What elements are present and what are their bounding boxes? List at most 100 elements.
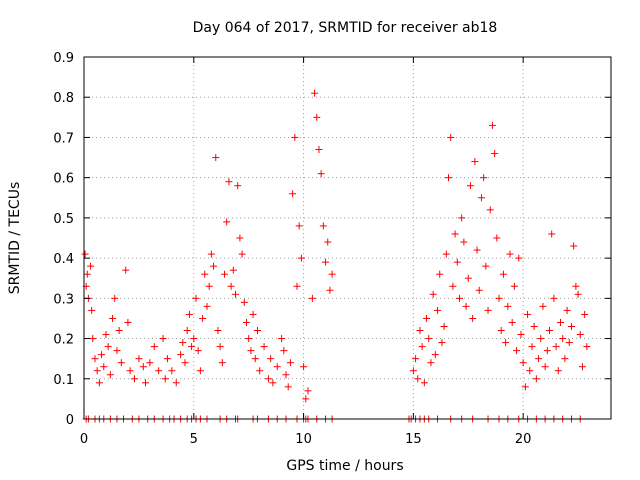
data-point (172, 379, 180, 387)
data-point (280, 347, 288, 355)
data-point (519, 359, 527, 367)
y-axis-label: SRMTID / TECUs (7, 182, 23, 295)
data-point (322, 258, 330, 266)
data-point (282, 371, 290, 379)
data-point (436, 270, 444, 278)
data-point (455, 294, 463, 302)
data-point (510, 282, 518, 290)
data-point (141, 379, 149, 387)
data-point (451, 230, 459, 238)
chart-title: Day 064 of 2017, SRMTID for receiver ab1… (193, 20, 498, 36)
data-point (440, 322, 448, 330)
data-point (319, 222, 327, 230)
data-point (475, 286, 483, 294)
data-point (163, 355, 171, 363)
data-point (183, 327, 191, 335)
data-point (264, 375, 272, 383)
data-point (201, 270, 209, 278)
data-point (221, 270, 229, 278)
data-point (111, 294, 119, 302)
data-point (581, 310, 589, 318)
data-point (203, 302, 211, 310)
data-point (83, 270, 91, 278)
data-point (576, 331, 584, 339)
data-point (131, 375, 139, 383)
data-point (102, 331, 110, 339)
data-point (242, 318, 250, 326)
data-point (497, 327, 505, 335)
data-point (482, 262, 490, 270)
data-point (570, 242, 578, 250)
data-point (236, 234, 244, 242)
data-point (109, 314, 117, 322)
data-point (225, 178, 233, 186)
x-axis-label: GPS time / hours (286, 458, 403, 474)
data-point (491, 150, 499, 158)
data-point (308, 294, 316, 302)
data-point (304, 387, 312, 395)
data-point (302, 395, 310, 403)
data-point (524, 310, 532, 318)
x-tick-label: 20 (515, 432, 532, 447)
data-point (159, 335, 167, 343)
data-point (98, 351, 106, 359)
data-point (95, 379, 103, 387)
data-point (574, 290, 582, 298)
data-point (537, 335, 545, 343)
data-point (414, 375, 422, 383)
data-point (238, 250, 246, 258)
data-point (256, 367, 264, 375)
data-point (205, 282, 213, 290)
data-point (286, 359, 294, 367)
y-tick-label: 0.1 (53, 373, 74, 388)
data-point (188, 343, 196, 351)
data-point (185, 310, 193, 318)
data-point (471, 158, 479, 166)
data-point (526, 367, 534, 375)
data-point (429, 290, 437, 298)
data-point (427, 359, 435, 367)
data-point (539, 302, 547, 310)
data-point (412, 355, 420, 363)
data-point (442, 250, 450, 258)
grid (84, 57, 611, 419)
data-point (146, 359, 154, 367)
data-point (460, 238, 468, 246)
data-point (434, 306, 442, 314)
data-point (190, 335, 198, 343)
data-point (535, 355, 543, 363)
data-point (88, 306, 96, 314)
data-point (122, 266, 130, 274)
y-tick-label: 0.9 (53, 51, 74, 66)
data-point (563, 306, 571, 314)
data-point (484, 306, 492, 314)
data-point (423, 314, 431, 322)
data-point (495, 294, 503, 302)
data-point (161, 375, 169, 383)
y-tick-label: 0.8 (53, 91, 74, 106)
data-point (445, 174, 453, 182)
data-point (240, 298, 248, 306)
data-point (216, 343, 224, 351)
data-point (168, 367, 176, 375)
data-point (506, 250, 514, 258)
data-point (499, 270, 507, 278)
data-point (548, 230, 556, 238)
data-point (473, 246, 481, 254)
data-point (502, 339, 510, 347)
data-point (583, 343, 591, 351)
plot-frame (83, 56, 612, 420)
data-point (247, 347, 255, 355)
data-point (541, 363, 549, 371)
data-point (438, 339, 446, 347)
data-point (567, 322, 575, 330)
data-point (572, 282, 580, 290)
data-point (196, 367, 204, 375)
data-point (115, 327, 123, 335)
data-point (291, 133, 299, 141)
data-point (207, 250, 215, 258)
data-point (315, 146, 323, 154)
data-point (199, 314, 207, 322)
data-point (218, 359, 226, 367)
